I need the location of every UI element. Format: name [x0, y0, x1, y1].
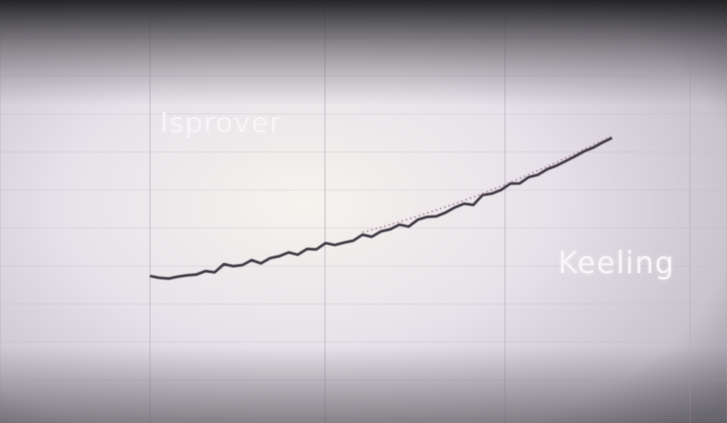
dotted-series-line [362, 135, 613, 234]
keeling-label: Keeling [558, 246, 675, 281]
isprover-label: Isprover [160, 106, 282, 139]
solid-series-line [149, 136, 613, 280]
series-layer [149, 135, 613, 280]
